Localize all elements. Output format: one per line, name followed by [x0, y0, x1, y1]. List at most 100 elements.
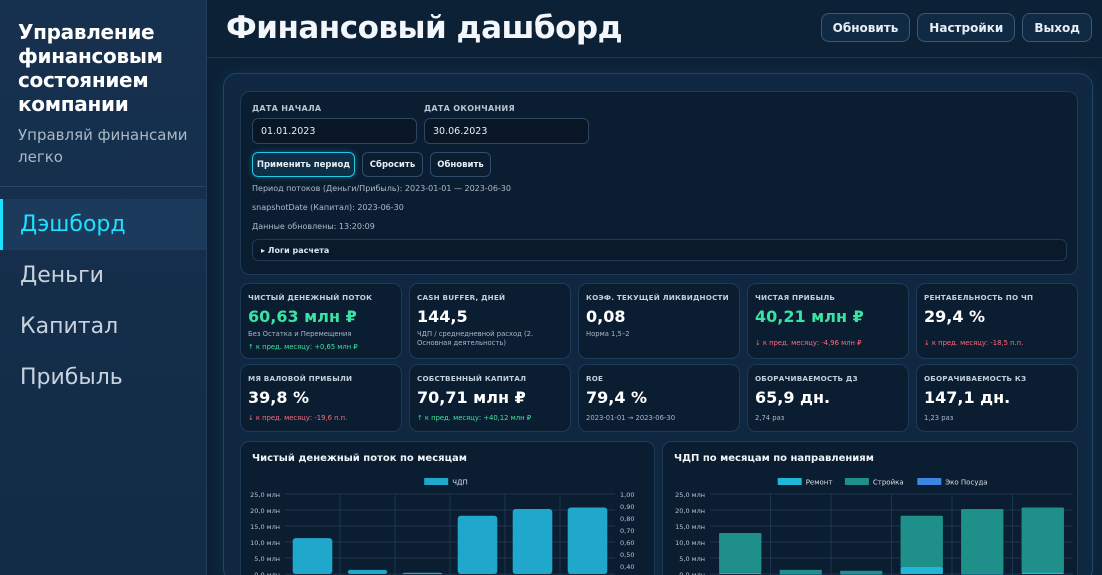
sidebar-item-money[interactable]: Деньги: [20, 263, 104, 288]
bar-Ремонт: [900, 566, 943, 574]
kpi-label: КОЭФ. ТЕКУЩЕЙ ЛИКВИДНОСТИ: [586, 293, 729, 302]
kpi-label: ОБОРАЧИВАЕМОСТЬ ДЗ: [755, 374, 858, 383]
y-tick-label: 25,0 млн: [250, 491, 280, 499]
legend-swatch: [917, 478, 942, 485]
kpi-card: ЧИСТАЯ ПРИБЫЛЬ 40,21 млн ₽ ↓ к пред. мес…: [747, 283, 909, 359]
kpi-note: 2023-01-01 → 2023-06-30: [586, 414, 676, 422]
bar-Ремонт: [840, 573, 883, 575]
sidebar-item-dashboard[interactable]: Дэшборд: [0, 199, 206, 250]
bar-ЧДП: [512, 509, 553, 574]
filter-refresh-button[interactable]: Обновить: [430, 152, 491, 177]
kpi-value: 70,71 млн ₽: [417, 388, 526, 407]
kpi-card: ROE 79,4 % 2023-01-01 → 2023-06-30: [578, 364, 740, 432]
brand-subtitle: Управляй финансами легко: [18, 126, 188, 166]
y2-tick-label: 0,60: [620, 539, 634, 547]
logout-button[interactable]: Выход: [1022, 13, 1092, 42]
y-tick-label: 10,0 млн: [250, 539, 280, 547]
y2-tick-label: 0,40: [620, 563, 634, 571]
kpi-card: КОЭФ. ТЕКУЩЕЙ ЛИКВИДНОСТИ 0,08 Норма 1,5…: [578, 283, 740, 359]
legend-swatch: [844, 478, 869, 485]
kpi-card: ОБОРАЧИВАЕМОСТЬ ДЗ 65,9 дн. 2,74 раз: [747, 364, 909, 432]
kpi-value: 144,5: [417, 307, 468, 326]
bar-Стройка: [719, 533, 762, 573]
calc-logs-toggle[interactable]: ▸ Логи расчета: [252, 239, 1067, 261]
bar-Стройка: [840, 570, 883, 574]
y-tick-label: 15,0 млн: [675, 523, 705, 531]
kpi-note: Норма 1,5–2: [586, 330, 630, 338]
brand-title: Управление финансовым состоянием компани…: [18, 20, 163, 116]
y2-tick-label: 0,70: [620, 527, 634, 535]
direction-chart: 25,0 млн 20,0 млн 15,0 млн 10,0 млн 5,0 млн 0…: [675, 478, 1073, 575]
kpi-card: СОБСТВЕННЫЙ КАПИТАЛ 70,71 млн ₽ ↑ к пред…: [409, 364, 571, 432]
bar-ЧДП: [292, 538, 333, 574]
apply-period-button[interactable]: Применить период: [252, 152, 355, 177]
bar-Стройка: [961, 509, 1004, 574]
kpi-note: ЧДП / среднедневной расход (2. Основная …: [417, 330, 534, 347]
kpi-label: ЧИСТЫЙ ДЕНЕЖНЫЙ ПОТОК: [248, 293, 373, 302]
page-title: Финансовый дашборд: [226, 10, 623, 46]
bar-Ремонт: [1021, 572, 1064, 574]
kpi-delta: ↑ к пред. месяцу: +40,12 млн ₽: [417, 414, 532, 422]
reset-button[interactable]: Сбросить: [362, 152, 423, 177]
bar-Стройка: [1021, 507, 1064, 573]
kpi-note: 2,74 раз: [755, 414, 785, 422]
kpi-value: 147,1 дн.: [924, 388, 1011, 407]
direction-chart-card: ЧДП по месяцам по направлениям 25,0 млн 2…: [662, 441, 1078, 575]
bar-Стройка: [779, 569, 822, 574]
start-date-input[interactable]: 01.01.2023: [252, 118, 417, 144]
kpi-value: 79,4 %: [586, 388, 648, 407]
legend-swatch: [424, 478, 449, 485]
bar-Ремонт: [719, 572, 762, 574]
kpi-value: 65,9 дн.: [755, 388, 831, 407]
legend-label: Эко Посуда: [945, 479, 987, 487]
y-tick-label: 20,0 млн: [250, 507, 280, 515]
end-date-input[interactable]: 30.06.2023: [424, 118, 589, 144]
kpi-card: CASH BUFFER, ДНЕЙ 144,5 ЧДП / среднеднев…: [409, 283, 571, 359]
kpi-card: ЧИСТЫЙ ДЕНЕЖНЫЙ ПОТОК 60,63 млн ₽ Без Ос…: [240, 283, 402, 359]
kpi-label: CASH BUFFER, ДНЕЙ: [417, 293, 506, 302]
legend-swatch: [777, 478, 802, 485]
y-tick-label: 15,0 млн: [250, 523, 280, 531]
kpi-value: 40,21 млн ₽: [755, 307, 864, 326]
kpi-label: ЧИСТАЯ ПРИБЫЛЬ: [755, 293, 836, 302]
y-tick-label: 20,0 млн: [675, 507, 705, 515]
settings-button[interactable]: Настройки: [917, 13, 1016, 42]
bar-ЧДП: [457, 515, 498, 574]
bar-Стройка: [900, 515, 943, 567]
period-filter: ДАТА НАЧАЛА 01.01.2023 ДАТА ОКОНЧАНИЯ 30…: [240, 91, 1078, 275]
kpi-note: Без Остатка и Перемещения: [248, 330, 352, 338]
kpi-value: 0,08: [586, 307, 626, 326]
sidebar-nav: Дэшборд Деньги Капитал Прибыль: [0, 199, 206, 403]
y2-tick-label: 0,50: [620, 551, 634, 559]
sidebar-divider: [0, 186, 206, 187]
kpi-card: РЕНТАБЕЛЬНОСТЬ ПО ЧП 29,4 % ↓ к пред. ме…: [916, 283, 1078, 359]
sidebar: Управление финансовым состоянием компани…: [0, 0, 207, 575]
dashboard-panel: ДАТА НАЧАЛА 01.01.2023 ДАТА ОКОНЧАНИЯ 30…: [223, 73, 1093, 575]
main-area: Финансовый дашборд Обновить Настройки Вы…: [207, 0, 1102, 575]
snapshot-info: snapshotDate (Капитал): 2023-06-30: [252, 203, 404, 212]
period-info: Период потоков (Деньги/Прибыль): 2023-01…: [252, 184, 511, 193]
y2-tick-label: 0,80: [620, 515, 634, 523]
kpi-delta: ↑ к пред. месяцу: +0,65 млн ₽: [248, 343, 358, 351]
chart-title: Чистый денежный поток по месяцам: [252, 453, 467, 464]
legend-label: Ремонт: [806, 479, 833, 487]
kpi-label: ROE: [586, 374, 604, 383]
sidebar-item-profit[interactable]: Прибыль: [20, 365, 123, 390]
kpi-label: РЕНТАБЕЛЬНОСТЬ ПО ЧП: [924, 293, 1034, 302]
bar-Ремонт: [961, 573, 1004, 575]
kpi-value: 29,4 %: [924, 307, 986, 326]
end-date-label: ДАТА ОКОНЧАНИЯ: [424, 104, 515, 113]
chart-title: ЧДП по месяцам по направлениям: [674, 453, 874, 464]
kpi-label: ОБОРАЧИВАЕМОСТЬ КЗ: [924, 374, 1027, 383]
kpi-note: 1,23 раз: [924, 414, 954, 422]
top-actions: Обновить Настройки Выход: [820, 13, 1092, 42]
cashflow-chart-card: Чистый денежный поток по месяцам 25,0 мл…: [240, 441, 655, 575]
cashflow-chart: 25,0 млн 20,0 млн 15,0 млн 10,0 млн 5,0 млн 0…: [250, 478, 634, 575]
updated-info: Данные обновлены: 13:20:09: [252, 222, 375, 231]
kpi-label: MЯ ВАЛОВОЙ ПРИБЫЛИ: [248, 374, 353, 383]
y-tick-label: 0,0 млн: [679, 571, 705, 575]
sidebar-item-capital[interactable]: Капитал: [20, 314, 119, 339]
refresh-button[interactable]: Обновить: [820, 13, 911, 42]
brand: Управление финансовым состоянием компани…: [0, 0, 206, 168]
kpi-card: MЯ ВАЛОВОЙ ПРИБЫЛИ 39,8 % ↓ к пред. меся…: [240, 364, 402, 432]
